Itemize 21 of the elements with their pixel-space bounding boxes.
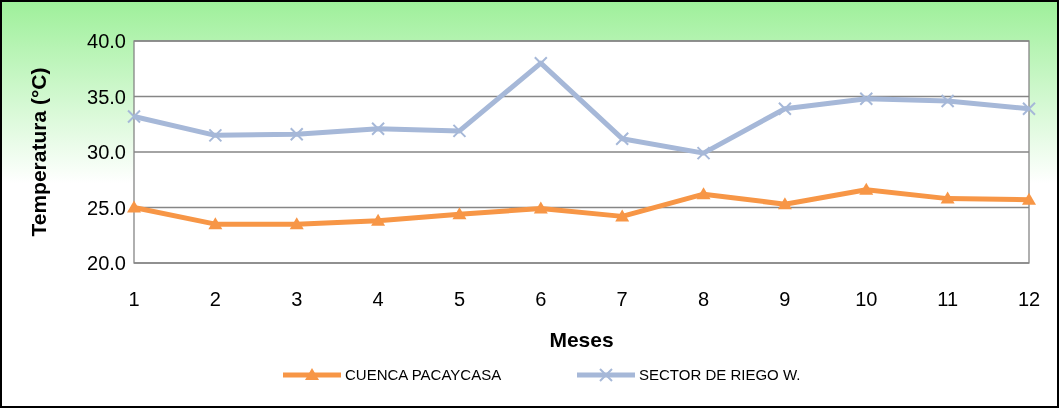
x-axis-title: Meses <box>549 328 614 351</box>
legend-label: CUENCA PACAYCASA <box>345 366 502 384</box>
x-tick-label: 2 <box>209 288 221 310</box>
x-tick-label: 3 <box>291 288 303 310</box>
legend-label: SECTOR DE RIEGO W. <box>639 366 801 384</box>
y-axis-title: Temperatura (°C) <box>27 67 50 237</box>
y-tick-label: 20.0 <box>87 252 126 274</box>
x-tick-label: 5 <box>453 288 466 310</box>
x-tick-label: 1 <box>128 288 140 310</box>
y-tick-label: 30.0 <box>87 141 126 163</box>
y-tick-label: 25.0 <box>87 196 126 219</box>
x-tick-label: 10 <box>855 288 878 310</box>
y-tick-label: 40.0 <box>87 30 126 52</box>
x-tick-label: 12 <box>1017 288 1041 310</box>
x-tick-label: 7 <box>616 288 628 310</box>
x-tick-label: 9 <box>779 288 791 310</box>
y-tick-label: 35.0 <box>87 85 126 108</box>
x-tick-label: 4 <box>372 288 384 310</box>
x-tick-label: 11 <box>937 288 959 310</box>
x-tick-label: 8 <box>697 288 710 310</box>
x-tick-label: 6 <box>535 288 547 310</box>
